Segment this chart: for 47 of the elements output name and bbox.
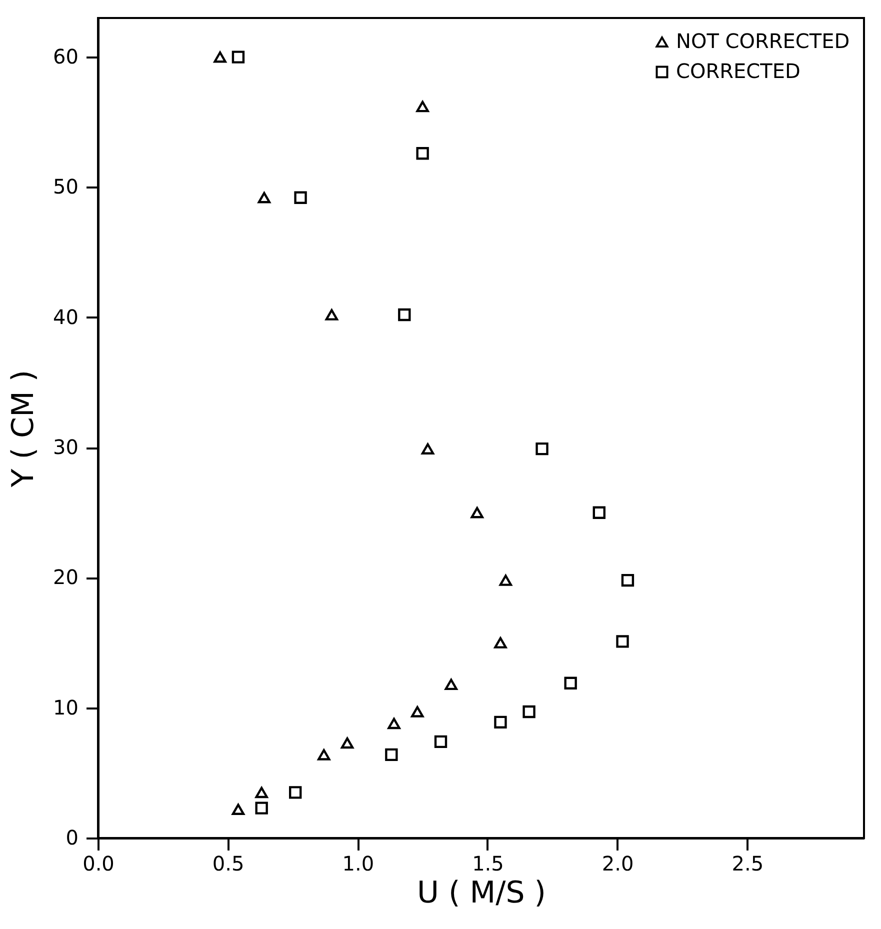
y-tick-label: 40: [53, 304, 78, 329]
point: [621, 574, 634, 587]
point: [294, 191, 307, 204]
point: [388, 718, 400, 730]
point: [258, 192, 271, 204]
point: [416, 100, 429, 112]
x-tick-label: 0.5: [212, 852, 244, 876]
point: [470, 506, 484, 518]
point: [398, 308, 411, 322]
point: [494, 637, 507, 648]
x-tick-label: 1.0: [342, 852, 374, 876]
y-tick-label: 50: [53, 174, 78, 199]
point: [411, 706, 424, 718]
point: [325, 309, 338, 320]
y-tick-label: 20: [53, 565, 78, 590]
point: [499, 574, 512, 586]
point: [564, 676, 577, 690]
point: [434, 735, 448, 748]
point: [592, 506, 606, 519]
point: [444, 678, 458, 690]
y-tick-label: 10: [53, 695, 78, 720]
point: [255, 802, 268, 814]
point: [214, 51, 226, 63]
x-tick-label: 1.5: [472, 852, 504, 876]
point: [340, 737, 354, 749]
point: [318, 749, 330, 760]
point: [232, 50, 245, 64]
point: [385, 748, 398, 762]
y-tick-label: 60: [53, 44, 78, 69]
x-tick-label: 2.5: [732, 852, 764, 876]
point: [289, 786, 302, 799]
x-tick-label: 2.0: [602, 852, 634, 876]
point: [232, 804, 245, 816]
point: [494, 716, 507, 729]
y-tick-label: 30: [53, 435, 78, 460]
legend-label: CORRECTED: [676, 59, 800, 83]
point: [536, 442, 548, 456]
point: [421, 443, 434, 454]
legend-label: NOT CORRECTED: [676, 29, 850, 53]
point: [522, 705, 536, 718]
x-axis-title: U ( M/S ): [416, 876, 546, 910]
point: [616, 635, 629, 648]
point: [416, 147, 429, 160]
y-tick-label: 0: [66, 826, 78, 850]
point: [255, 786, 268, 798]
y-axis-title: Y ( CM ): [6, 370, 42, 488]
x-tick-label: 0.0: [82, 852, 114, 876]
